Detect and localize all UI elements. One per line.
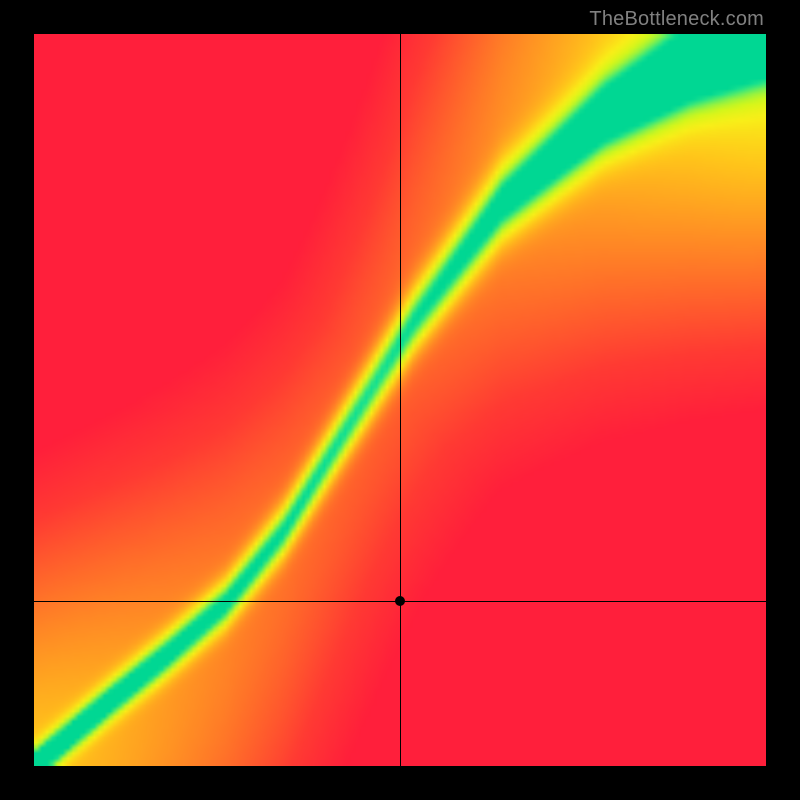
plot-area	[34, 34, 766, 766]
watermark-text: TheBottleneck.com	[589, 8, 764, 31]
crosshair-vertical	[400, 34, 401, 766]
data-point-marker	[395, 596, 405, 606]
